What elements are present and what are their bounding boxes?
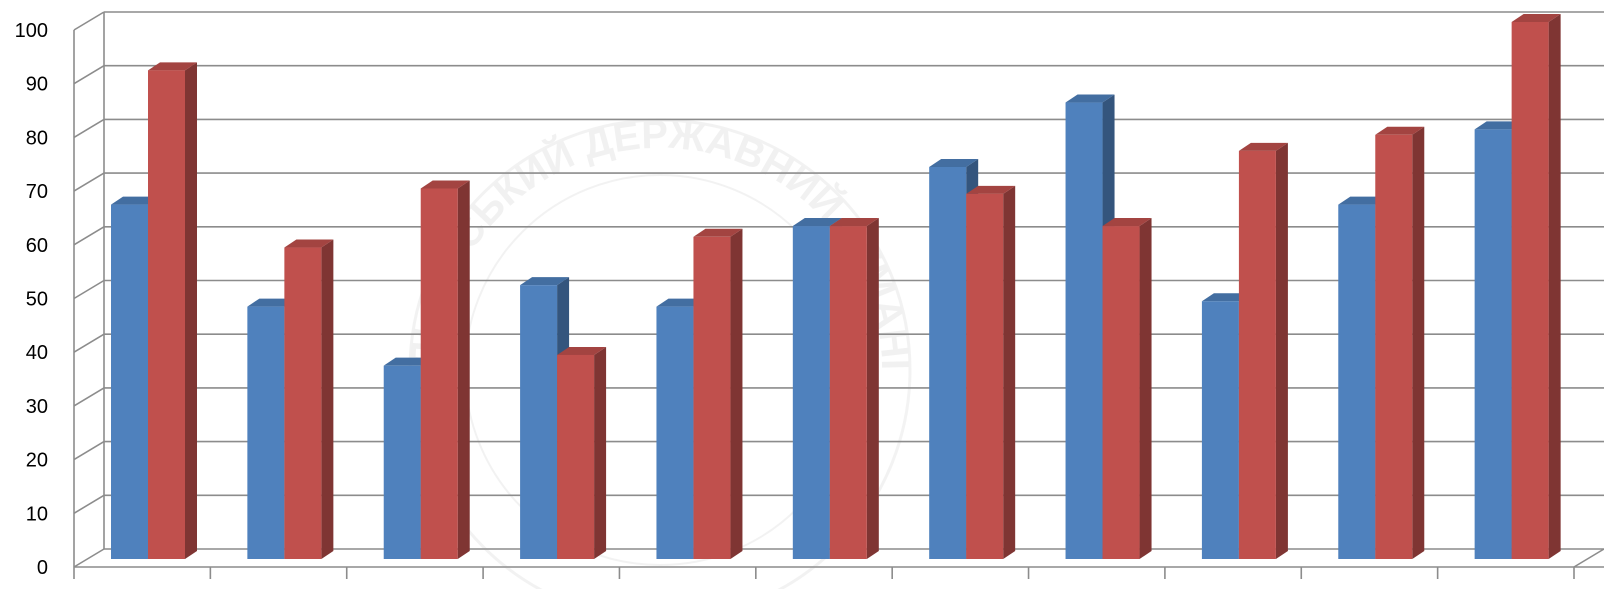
bar-top	[1102, 218, 1152, 227]
bar-top	[1238, 142, 1288, 151]
y-tick-label-20: 20	[26, 450, 48, 472]
bar-front	[247, 306, 285, 559]
y-tick-label-60: 60	[26, 235, 48, 257]
bar-front	[557, 354, 595, 559]
grid-diagonal-80	[73, 118, 105, 139]
bar-top	[383, 357, 433, 366]
bar-front	[656, 306, 694, 559]
bar-s2-c1	[148, 62, 197, 559]
grid-diagonal-30	[73, 387, 105, 407]
bar-front	[520, 285, 558, 559]
bar-top	[557, 346, 607, 355]
bar-side	[730, 228, 743, 560]
bars	[111, 14, 1561, 560]
grid-diagonal-60	[73, 226, 105, 246]
bar-front	[1511, 22, 1549, 559]
y-tick-label-30: 30	[26, 396, 48, 418]
bar-top	[1511, 14, 1561, 22]
bar-top	[1474, 121, 1524, 130]
grid-diagonal-50	[73, 279, 105, 300]
y-tick-label-40: 40	[26, 342, 48, 364]
bar-top	[966, 185, 1016, 194]
bar-s2-c9	[1238, 142, 1288, 559]
bar-front	[383, 365, 421, 559]
floor-right-edge	[1573, 548, 1604, 568]
bar-side	[1003, 185, 1016, 559]
bar-front	[792, 226, 830, 559]
bar-top	[1338, 196, 1388, 205]
bar-top	[1375, 126, 1425, 135]
bar-top	[656, 298, 706, 307]
bar-top	[520, 277, 570, 286]
bar-s2-c2	[284, 239, 334, 560]
bar-front	[1474, 129, 1512, 559]
bar-top	[111, 196, 160, 205]
bar-top	[284, 239, 334, 248]
bar-front	[966, 193, 1004, 559]
bar-front	[111, 204, 148, 559]
bar-top	[148, 62, 197, 71]
bar-front	[829, 226, 867, 559]
bar-top	[792, 218, 842, 227]
bar-front	[420, 188, 458, 559]
y-tick-label-70: 70	[26, 181, 48, 203]
y-tick-label-50: 50	[26, 289, 48, 311]
bar-top	[247, 298, 297, 307]
bar-side	[321, 239, 334, 560]
bar-front	[1338, 204, 1376, 559]
bar-s2-c5	[693, 228, 743, 560]
bar-side	[1275, 142, 1288, 559]
bar-s2-c11	[1511, 14, 1561, 559]
bar-front	[929, 166, 967, 560]
bar-side	[866, 218, 879, 559]
grid-diagonal-10	[73, 494, 105, 514]
grid-diagonal-100	[73, 11, 105, 31]
y-tick-label-90: 90	[26, 74, 48, 96]
bar-front	[1375, 134, 1413, 559]
bar-front	[1065, 102, 1103, 560]
bar-top	[829, 218, 879, 227]
bar-front	[1238, 150, 1276, 559]
bar-side	[457, 180, 470, 559]
bar-side	[1139, 218, 1152, 559]
grid-diagonal-0	[73, 548, 105, 568]
bar-front	[284, 247, 322, 560]
bar-top	[420, 180, 470, 189]
bar-front	[148, 70, 185, 559]
grid-diagonal-40	[73, 333, 105, 353]
bar-top	[929, 158, 979, 167]
x-axis	[73, 548, 1604, 579]
bar-top	[1201, 293, 1251, 302]
bar-side	[1548, 14, 1561, 559]
bar-front	[1201, 301, 1239, 559]
bar-side	[185, 62, 197, 559]
bar-side	[1412, 126, 1425, 560]
y-tick-label-80: 80	[26, 127, 48, 149]
y-tick-label-10: 10	[26, 503, 48, 525]
y-axis: 0 10 20 30 40 50 60 70 80 90 100	[15, 20, 48, 579]
bar-s2-c10	[1375, 126, 1425, 560]
bar-side	[594, 346, 607, 559]
y-tick-label-0: 0	[37, 557, 48, 579]
bar-s1-c6	[792, 218, 842, 559]
bar-front	[1102, 226, 1140, 559]
bar-s2-c7	[966, 185, 1016, 559]
grid-diagonal-20	[73, 440, 105, 461]
bar-top	[1065, 94, 1115, 103]
bar-top	[693, 228, 743, 237]
y-tick-label-100: 100	[15, 20, 48, 42]
bar-s2-c6	[829, 218, 879, 559]
bar-s2-c4	[557, 346, 607, 559]
grid-diagonal-70	[73, 172, 105, 192]
bar-s2-c8	[1102, 218, 1152, 559]
bar-s2-c3	[420, 180, 470, 559]
grid-diagonal-90	[73, 65, 105, 85]
bar-front	[693, 236, 731, 560]
